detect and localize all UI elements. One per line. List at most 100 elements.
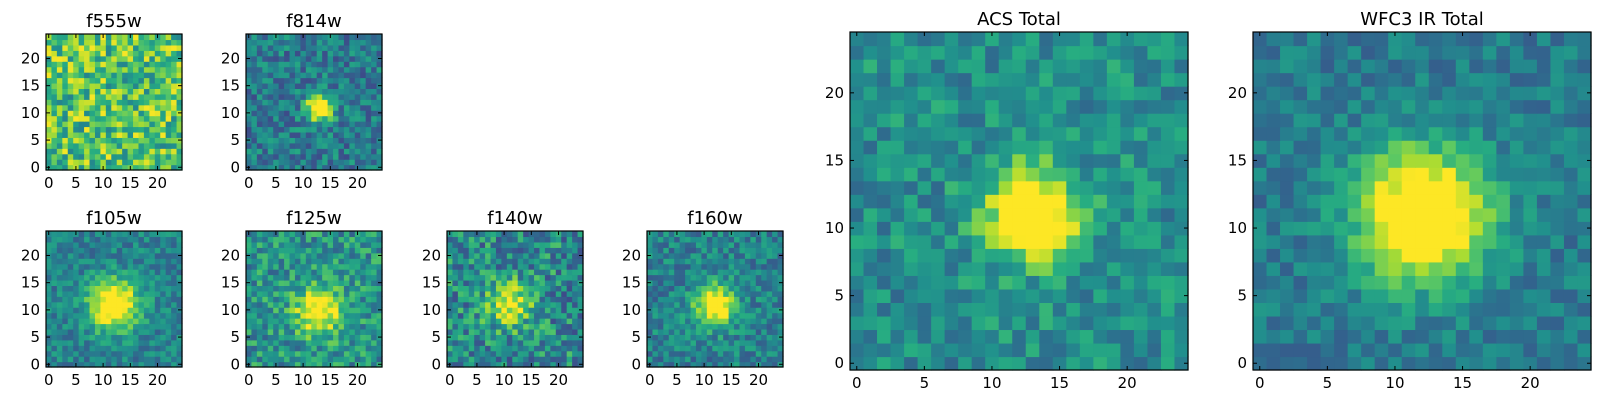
heatmap-cell (750, 345, 757, 352)
heatmap-cell (712, 274, 719, 281)
heatmap-cell (1012, 180, 1027, 195)
heatmap-cell (739, 307, 746, 314)
heatmap-cell (1347, 153, 1362, 168)
heatmap-cell (160, 137, 167, 144)
heatmap-cell (262, 131, 269, 138)
heatmap-cell (278, 104, 285, 111)
heatmap-cell (354, 345, 361, 352)
heatmap-cell (550, 290, 557, 297)
heatmap-cell (890, 329, 905, 344)
heatmap-cell (1455, 315, 1470, 331)
heatmap-cell (572, 339, 579, 346)
heatmap-cell (122, 34, 129, 41)
heatmap-cell (349, 269, 356, 276)
heatmap-cell (479, 252, 486, 259)
heatmap-cell (1388, 207, 1403, 222)
heatmap-cell (490, 350, 497, 357)
heatmap-cell (171, 323, 178, 330)
heatmap-cell (958, 99, 973, 114)
heatmap-cell (289, 66, 296, 73)
heatmap-cell (111, 44, 118, 51)
heatmap-cell (652, 285, 659, 292)
heatmap-cell (985, 32, 1000, 47)
heatmap-cell (256, 142, 263, 149)
heatmap-cell (463, 274, 470, 281)
heatmap-cell (94, 39, 101, 46)
heatmap-cell (322, 34, 329, 41)
heatmap-cell (1147, 153, 1162, 168)
heatmap-cell (262, 126, 269, 133)
heatmap-cell (485, 252, 492, 259)
heatmap-cell (349, 356, 356, 363)
heatmap-cell (160, 93, 167, 100)
heatmap-cell (365, 34, 372, 41)
heatmap-cell (94, 93, 101, 100)
heatmap-cell (958, 126, 973, 141)
heatmap-cell (1442, 275, 1457, 290)
heatmap-cell (1093, 180, 1108, 195)
heatmap-cell (1066, 140, 1081, 155)
heatmap-cell (149, 274, 156, 281)
heatmap-cell (267, 328, 274, 335)
heatmap-cell (1039, 153, 1054, 168)
heatmap-cell (89, 34, 96, 41)
heatmap-cell (452, 269, 459, 276)
heatmap-cell (354, 115, 361, 122)
heatmap-cell (267, 148, 274, 155)
heatmap-cell (485, 296, 492, 303)
heatmap-cell (734, 236, 741, 243)
heatmap-cell (149, 323, 156, 330)
heatmap-cell (300, 104, 307, 111)
heatmap-cell (1280, 275, 1295, 290)
heatmap-cell (89, 99, 96, 106)
heatmap-cell (506, 339, 513, 346)
heatmap-cell (343, 339, 350, 346)
heatmap-cell (338, 104, 345, 111)
heatmap-cell (1442, 288, 1457, 303)
heatmap-cell (300, 153, 307, 160)
y-tick-label: 10 (21, 104, 40, 122)
heatmap-cell (766, 241, 773, 248)
heatmap-cell (246, 296, 253, 303)
heatmap-cell (1334, 180, 1349, 195)
heatmap-cell (78, 263, 85, 270)
heatmap-cell (122, 82, 129, 89)
heatmap-cell (958, 207, 973, 222)
heatmap-cell (138, 159, 145, 166)
heatmap-cell (577, 290, 584, 297)
heatmap-cell (84, 77, 91, 84)
heatmap-cell (1133, 180, 1149, 195)
heatmap-cell (73, 153, 80, 160)
heatmap-cell (1347, 234, 1362, 249)
heatmap-cell (1266, 342, 1281, 358)
heatmap-cell (171, 328, 178, 335)
heatmap-cell (273, 77, 280, 84)
heatmap-cell (122, 263, 129, 270)
heatmap-cell (127, 99, 134, 106)
heatmap-cell (550, 307, 557, 314)
heatmap-cell (561, 236, 568, 243)
heatmap-cell (534, 307, 541, 314)
heatmap-cell (354, 121, 361, 128)
heatmap-cell (376, 285, 383, 292)
heatmap-cell (333, 121, 340, 128)
heatmap-cell (138, 93, 145, 100)
heatmap-cell (1120, 288, 1135, 303)
heatmap-cell (316, 93, 323, 100)
heatmap-cell (544, 258, 551, 265)
heatmap-cell (479, 323, 486, 330)
heatmap-cell (695, 307, 702, 314)
heatmap-cell (305, 269, 312, 276)
heatmap-cell (652, 361, 659, 368)
heatmap-cell (944, 207, 959, 222)
heatmap-cell (566, 328, 573, 335)
heatmap-cell (1536, 194, 1552, 209)
heatmap-cell (1106, 329, 1121, 344)
heatmap-cell (1066, 99, 1081, 114)
heatmap-cell (294, 274, 301, 281)
heatmap-cell (100, 252, 107, 259)
heatmap-cell (647, 339, 654, 346)
heatmap-cell (294, 296, 301, 303)
heatmap-cell (138, 88, 145, 95)
heatmap-cell (116, 345, 123, 352)
